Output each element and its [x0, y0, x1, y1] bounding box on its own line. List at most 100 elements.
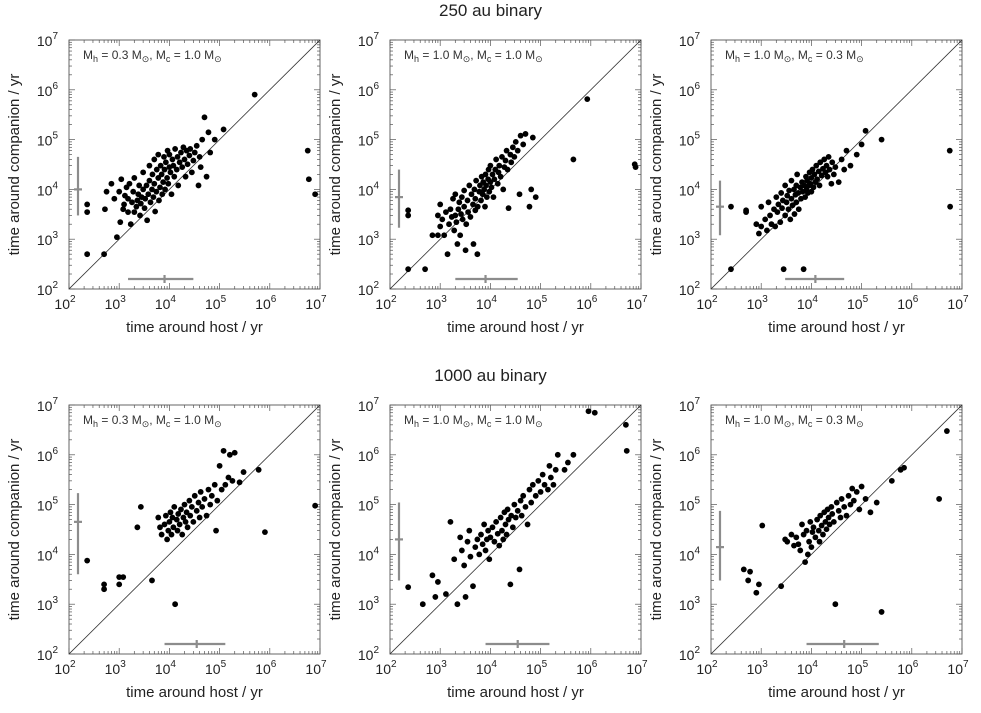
x-tick-exponent: 3	[120, 659, 126, 670]
data-point	[127, 221, 134, 228]
axis-ticks	[710, 39, 963, 290]
data-point	[808, 544, 815, 551]
x-tick-exponent: 7	[642, 294, 648, 305]
data-point	[815, 168, 822, 175]
data-point	[255, 466, 262, 473]
x-tick-exponent: 6	[592, 659, 598, 670]
data-point	[791, 542, 797, 549]
annotation-sun-symbol: ⊙	[142, 419, 150, 429]
y-axis-label: time around companion / yr	[648, 74, 665, 256]
x-tick-exponent: 2	[70, 659, 76, 670]
data-point	[622, 421, 629, 428]
data-point	[461, 187, 468, 194]
data-point	[165, 527, 172, 534]
data-point	[829, 511, 836, 517]
data-point	[512, 514, 519, 521]
data-point	[799, 521, 805, 528]
data-point	[478, 531, 484, 538]
data-point	[452, 212, 459, 219]
data-point	[804, 551, 811, 558]
data-point	[405, 584, 412, 591]
data-point	[570, 156, 577, 163]
annotation-host-mass: = 1.0 M	[740, 48, 784, 62]
data-point	[849, 485, 856, 492]
data-point	[778, 190, 785, 196]
x-tick-label: 106	[576, 659, 598, 677]
data-point	[125, 195, 131, 202]
data-point	[174, 527, 181, 534]
data-point	[936, 496, 943, 502]
data-point	[838, 156, 845, 163]
data-point	[550, 481, 557, 488]
data-point	[832, 601, 839, 608]
x-tick-exponent: 6	[271, 294, 277, 305]
y-axis-label: time around companion / yr	[327, 439, 344, 621]
data-point	[131, 209, 138, 216]
annotation-companion-mass: = 0.3 M	[812, 413, 856, 427]
data-point	[508, 159, 515, 166]
data-point	[838, 496, 845, 502]
x-tick-exponent: 7	[963, 294, 969, 305]
data-point	[497, 173, 504, 180]
data-point	[161, 166, 168, 173]
y-tick-label: 105	[358, 496, 380, 514]
data-point	[858, 141, 865, 148]
data-point	[137, 503, 144, 510]
plot-frame	[710, 39, 963, 290]
data-point	[126, 180, 133, 187]
data-point	[140, 186, 147, 193]
data-point	[101, 581, 107, 588]
data-point	[758, 203, 765, 210]
data-point	[134, 524, 141, 531]
data-point	[158, 531, 165, 538]
y-tick-exponent: 4	[373, 180, 379, 191]
data-point	[786, 187, 793, 194]
y-tick-label: 107	[358, 31, 380, 49]
data-point	[447, 518, 454, 525]
data-point	[943, 428, 950, 434]
annotation-sun-symbol: ⊙	[142, 54, 150, 64]
data-point	[756, 230, 762, 237]
annotation-symbol: M	[404, 48, 414, 62]
data-point	[114, 234, 120, 241]
data-point	[195, 182, 202, 189]
data-point	[207, 501, 214, 508]
data-point	[451, 556, 458, 563]
data-point	[262, 529, 268, 536]
annotation-sun-symbol: ⊙	[214, 54, 222, 64]
data-point	[175, 182, 182, 189]
data-point	[787, 216, 794, 223]
data-point	[174, 153, 181, 160]
data-point	[823, 162, 830, 169]
data-point	[188, 169, 195, 176]
x-tick-label: 107	[947, 659, 969, 677]
data-point	[778, 583, 785, 590]
data-point	[745, 577, 752, 584]
x-axis-label: time around host / yr	[447, 684, 584, 701]
y-tick-exponent: 7	[694, 396, 700, 407]
data-point	[84, 209, 91, 216]
x-axis-label: time around host / yr	[768, 684, 905, 701]
data-point	[813, 162, 820, 169]
annotation-symbol: M	[725, 48, 735, 62]
data-point	[190, 518, 197, 525]
data-point	[494, 180, 501, 187]
data-point	[853, 488, 860, 495]
data-point	[461, 562, 468, 569]
data-point	[157, 524, 163, 531]
data-point	[833, 499, 840, 506]
data-point	[814, 176, 821, 183]
data-points	[740, 428, 950, 615]
data-point	[463, 221, 470, 228]
data-point	[116, 188, 123, 195]
data-point	[181, 501, 188, 508]
y-tick-exponent: 6	[373, 446, 379, 457]
data-point	[815, 527, 822, 534]
annotation-subscript: c	[166, 419, 171, 429]
y-tick-exponent: 2	[52, 645, 58, 656]
data-point	[825, 514, 832, 521]
x-tick-exponent: 5	[221, 294, 227, 305]
x-tick-exponent: 5	[221, 659, 227, 670]
data-point	[807, 518, 814, 525]
data-point	[435, 232, 441, 239]
